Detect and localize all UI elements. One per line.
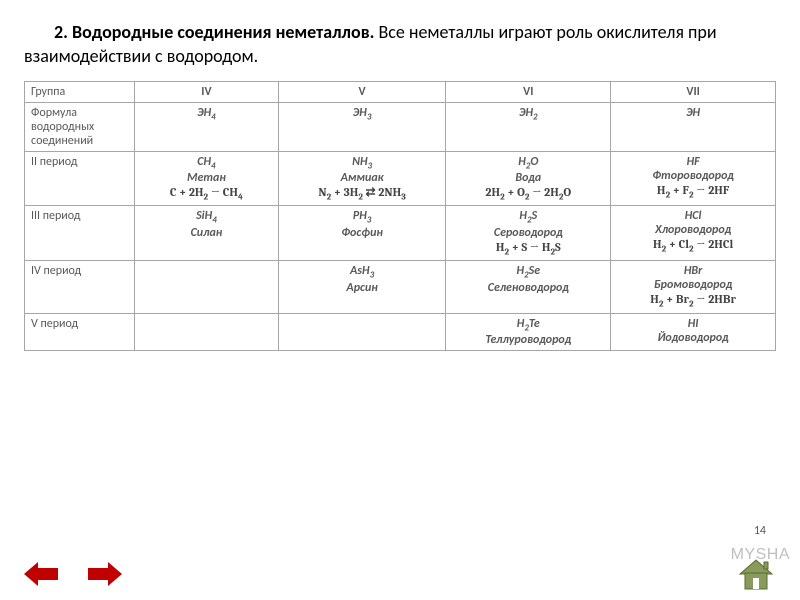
compound-name: Хлороводород [617,223,769,237]
table-cell: H2TeТеллуроводород [446,313,611,350]
table-cell: ЭН4 [135,102,279,151]
row-label: Группа [25,81,135,102]
table-row: IV периодAsH3АрсинH2SeСеленоводородHBrБр… [25,261,776,313]
table-cell: CH4МетанC + 2H2 → CH4 [135,151,279,206]
table-cell: HBrБромоводородH2 + Br2 → 2HBr [611,261,776,313]
table-row: II периодCH4МетанC + 2H2 → CH4NH3АммиакN… [25,151,776,206]
next-arrow-icon[interactable] [88,562,122,586]
compound-formula: H2O [452,155,604,171]
reaction-equation: 2H2 + O2 → 2H2O [485,185,571,199]
compound-formula: H2Se [452,264,604,280]
reaction-equation: H2 + S → H2S [496,240,561,254]
row-label: II период [25,151,135,206]
table-cell: HIЙодоводород [611,313,776,350]
compound-name: Вода [452,171,604,185]
compound-formula: SiH4 [141,209,272,225]
table-cell: H2OВода2H2 + O2 → 2H2O [446,151,611,206]
table-cell: ЭН3 [278,102,445,151]
compound-name: Фосфин [285,226,439,240]
compound-formula: HCl [617,209,769,223]
page-number: 14 [754,524,766,538]
table-row: III периодSiH4СиланPH3ФосфинH2SСероводор… [25,206,776,261]
reaction-equation: H2 + F2 → 2HF [657,183,729,197]
table-header-cell: IV [135,81,279,102]
table-cell: ЭН [611,102,776,151]
table-cell: HFФтороводородH2 + F2 → 2HF [611,151,776,206]
reaction-equation: N2 + 3H2 ⇄ 2NH3 [318,185,405,199]
compound-name: Фтороводород [617,169,769,183]
table-row: V периодH2TeТеллуроводородHIЙодоводород [25,313,776,350]
table-header-cell: V [278,81,445,102]
compound-name: Бромоводород [617,278,769,292]
table-cell: PH3Фосфин [278,206,445,261]
compound-formula: HBr [617,264,769,278]
table-header-cell: VII [611,81,776,102]
row-label: Формула водородных соединений [25,102,135,151]
table-cell [135,313,279,350]
table-row: Формула водородных соединенийЭН4ЭН3ЭН2ЭН [25,102,776,151]
table-cell: AsH3Арсин [278,261,445,313]
table-cell [135,261,279,313]
compound-name: Арсин [285,281,439,295]
table-row: ГруппаIVVVIVII [25,81,776,102]
reaction-equation: H2 + Br2 → 2HBr [650,292,736,306]
row-label: III период [25,206,135,261]
heading: 2. Водородные соединения неметаллов. Все… [24,20,776,69]
table-cell: HClХлороводородH2 + Cl2 → 2HCl [611,206,776,261]
compound-name: Селеноводород [452,281,604,295]
table-cell [278,313,445,350]
compound-name: Йодоводород [617,331,769,345]
table-header-cell: VI [446,81,611,102]
heading-bold: 2. Водородные соединения неметаллов. [54,21,374,43]
compound-name: Теллуроводород [452,333,604,347]
compound-name: Метан [141,171,272,185]
home-icon[interactable] [736,556,776,592]
bottom-bar [24,556,776,592]
compound-name: Сероводород [452,226,604,240]
compound-formula: H2Te [452,317,604,333]
compound-formula: CH4 [141,155,272,171]
compound-formula: HF [617,155,769,169]
table-cell: NH3АммиакN2 + 3H2 ⇄ 2NH3 [278,151,445,206]
row-label: V период [25,313,135,350]
table-cell: SiH4Силан [135,206,279,261]
table-cell: ЭН2 [446,102,611,151]
hydrogen-compounds-table: ГруппаIVVVIVIIФормула водородных соедине… [24,81,776,351]
table-cell: H2SeСеленоводород [446,261,611,313]
table-cell: H2SСероводородH2 + S → H2S [446,206,611,261]
compound-name: Силан [141,226,272,240]
reaction-equation: H2 + Cl2 → 2HCl [653,237,733,251]
compound-formula: HI [617,317,769,331]
prev-arrow-icon[interactable] [24,562,58,586]
compound-formula: PH3 [285,209,439,225]
compound-formula: NH3 [285,155,439,171]
compound-name: Аммиак [285,171,439,185]
reaction-equation: C + 2H2 → CH4 [170,185,243,199]
row-label: IV период [25,261,135,313]
compound-formula: AsH3 [285,264,439,280]
compound-formula: H2S [452,209,604,225]
